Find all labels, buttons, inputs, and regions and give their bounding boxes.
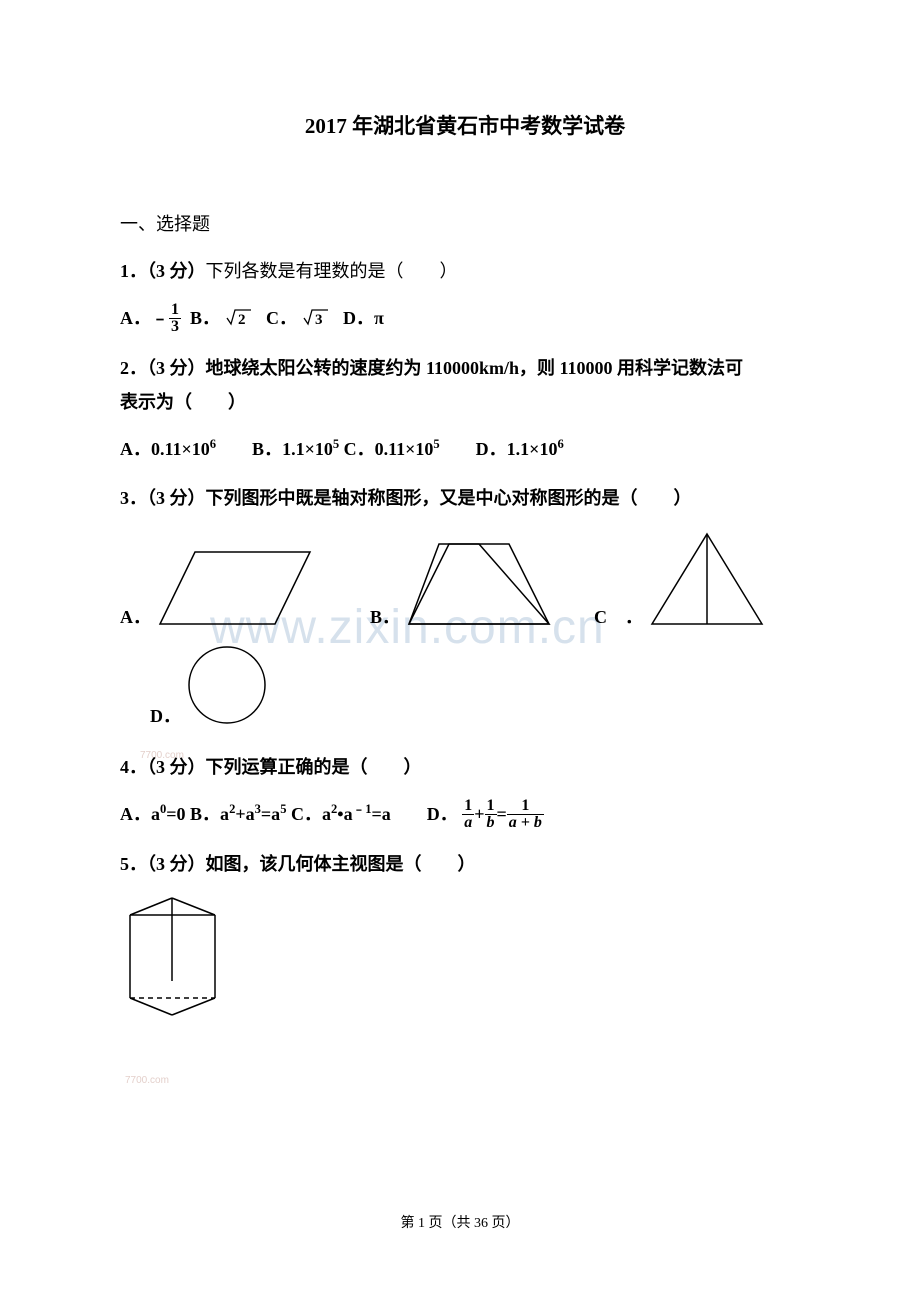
q4-f2d: b xyxy=(485,815,497,831)
q1-optD: D．π xyxy=(343,308,384,328)
triangle-icon xyxy=(647,529,767,629)
q3-option-a: A． xyxy=(120,544,315,629)
question-3: 3．（3 分）下列图形中既是轴对称图形，又是中心对称图形的是（ ） xyxy=(120,481,810,515)
q4-plus: + xyxy=(474,804,484,824)
q3-shapes-row-2: D． xyxy=(150,643,810,728)
q4-eq: = xyxy=(497,804,507,824)
q3-label-b: B． xyxy=(370,603,400,629)
svg-text:2: 2 xyxy=(238,312,246,327)
q4-f3d: a + b xyxy=(507,815,544,831)
q1-frac: 13 xyxy=(169,302,181,335)
q3-stem: 下列图形中既是轴对称图形，又是中心对称图形的是（ ） xyxy=(206,488,692,508)
q1-optC-label: C． xyxy=(266,308,297,328)
q4-frac2: 1b xyxy=(485,798,497,831)
q4-f1n: 1 xyxy=(462,798,474,815)
q2-prefix: 2．（3 分） xyxy=(120,358,206,378)
q1-stem: 下列各数是有理数的是（ ） xyxy=(206,261,458,281)
question-5: 5．（3 分）如图，该几何体主视图是（ ） xyxy=(120,847,810,881)
svg-text:3: 3 xyxy=(315,312,323,327)
q4-f2n: 1 xyxy=(485,798,497,815)
triangular-prism-icon xyxy=(120,893,230,1028)
document-page: 2017 年湖北省黄石市中考数学试卷 一、选择题 1．（3 分）下列各数是有理数… xyxy=(0,0,920,1033)
q2-stem1: 地球绕太阳公转的速度约为 110000km/h，则 110000 用科学记数法可 xyxy=(206,358,744,378)
q4-prefix: 4．（3 分） xyxy=(120,757,206,777)
q4-frac1: 1a xyxy=(462,798,474,831)
q3-option-c: C ． xyxy=(594,529,767,629)
q1-frac-den: 3 xyxy=(169,319,181,335)
q2-options: A．0.11×106 B．1.1×105 C．0.11×105 D．1.1×10… xyxy=(120,431,810,467)
question-2: 2．（3 分）地球绕太阳公转的速度约为 110000km/h，则 110000 … xyxy=(120,351,810,419)
page-footer: 第 1 页（共 36 页） xyxy=(0,1212,920,1232)
q3-label-c: C ． xyxy=(594,603,643,629)
q4-stem: 下列运算正确的是（ ） xyxy=(206,757,422,777)
q2-stem2: 表示为（ ） xyxy=(120,392,246,412)
q5-stem: 如图，该几何体主视图是（ ） xyxy=(206,854,476,874)
q1-optA-label: A． xyxy=(120,308,151,328)
small-watermark-2: 7700.com xyxy=(125,1075,169,1086)
q1-optB-label: B． xyxy=(190,308,220,328)
q4-f3n: 1 xyxy=(507,798,544,815)
q1-frac-num: 1 xyxy=(169,302,181,319)
q4-options: A．a0=0 B．a2+a3=a5 C．a2•a﹣1=a D． 1a+1b=1a… xyxy=(120,796,810,832)
question-4: 4．（3 分）下列运算正确的是（ ） xyxy=(120,750,810,784)
page-title: 2017 年湖北省黄石市中考数学试卷 xyxy=(120,110,810,140)
q1-minus: ﹣ xyxy=(151,308,169,328)
q3-prefix: 3．（3 分） xyxy=(120,488,206,508)
q3-label-a: A． xyxy=(120,603,151,629)
sqrt2-icon: 2 xyxy=(225,307,253,327)
circle-icon xyxy=(185,643,270,728)
q3-label-d: D． xyxy=(150,702,181,728)
q1-options: A．﹣13 B． 2 C． 3 D．π xyxy=(120,300,810,336)
prism-figure xyxy=(120,893,810,1033)
q3-shapes-row-1: A． B． C ． xyxy=(120,529,810,629)
q4-f1d: a xyxy=(462,815,474,831)
parallelogram-icon xyxy=(155,544,315,629)
q3-option-b: B． xyxy=(370,539,554,629)
q3-option-d: D． xyxy=(150,643,270,728)
question-1: 1．（3 分）下列各数是有理数的是（ ） xyxy=(120,254,810,288)
pentagon-icon xyxy=(404,539,554,629)
sqrt3-icon: 3 xyxy=(302,307,330,327)
q4-frac3: 1a + b xyxy=(507,798,544,831)
q5-prefix: 5．（3 分） xyxy=(120,854,206,874)
section-header: 一、选择题 xyxy=(120,210,810,236)
q1-prefix: 1．（3 分） xyxy=(120,261,206,281)
